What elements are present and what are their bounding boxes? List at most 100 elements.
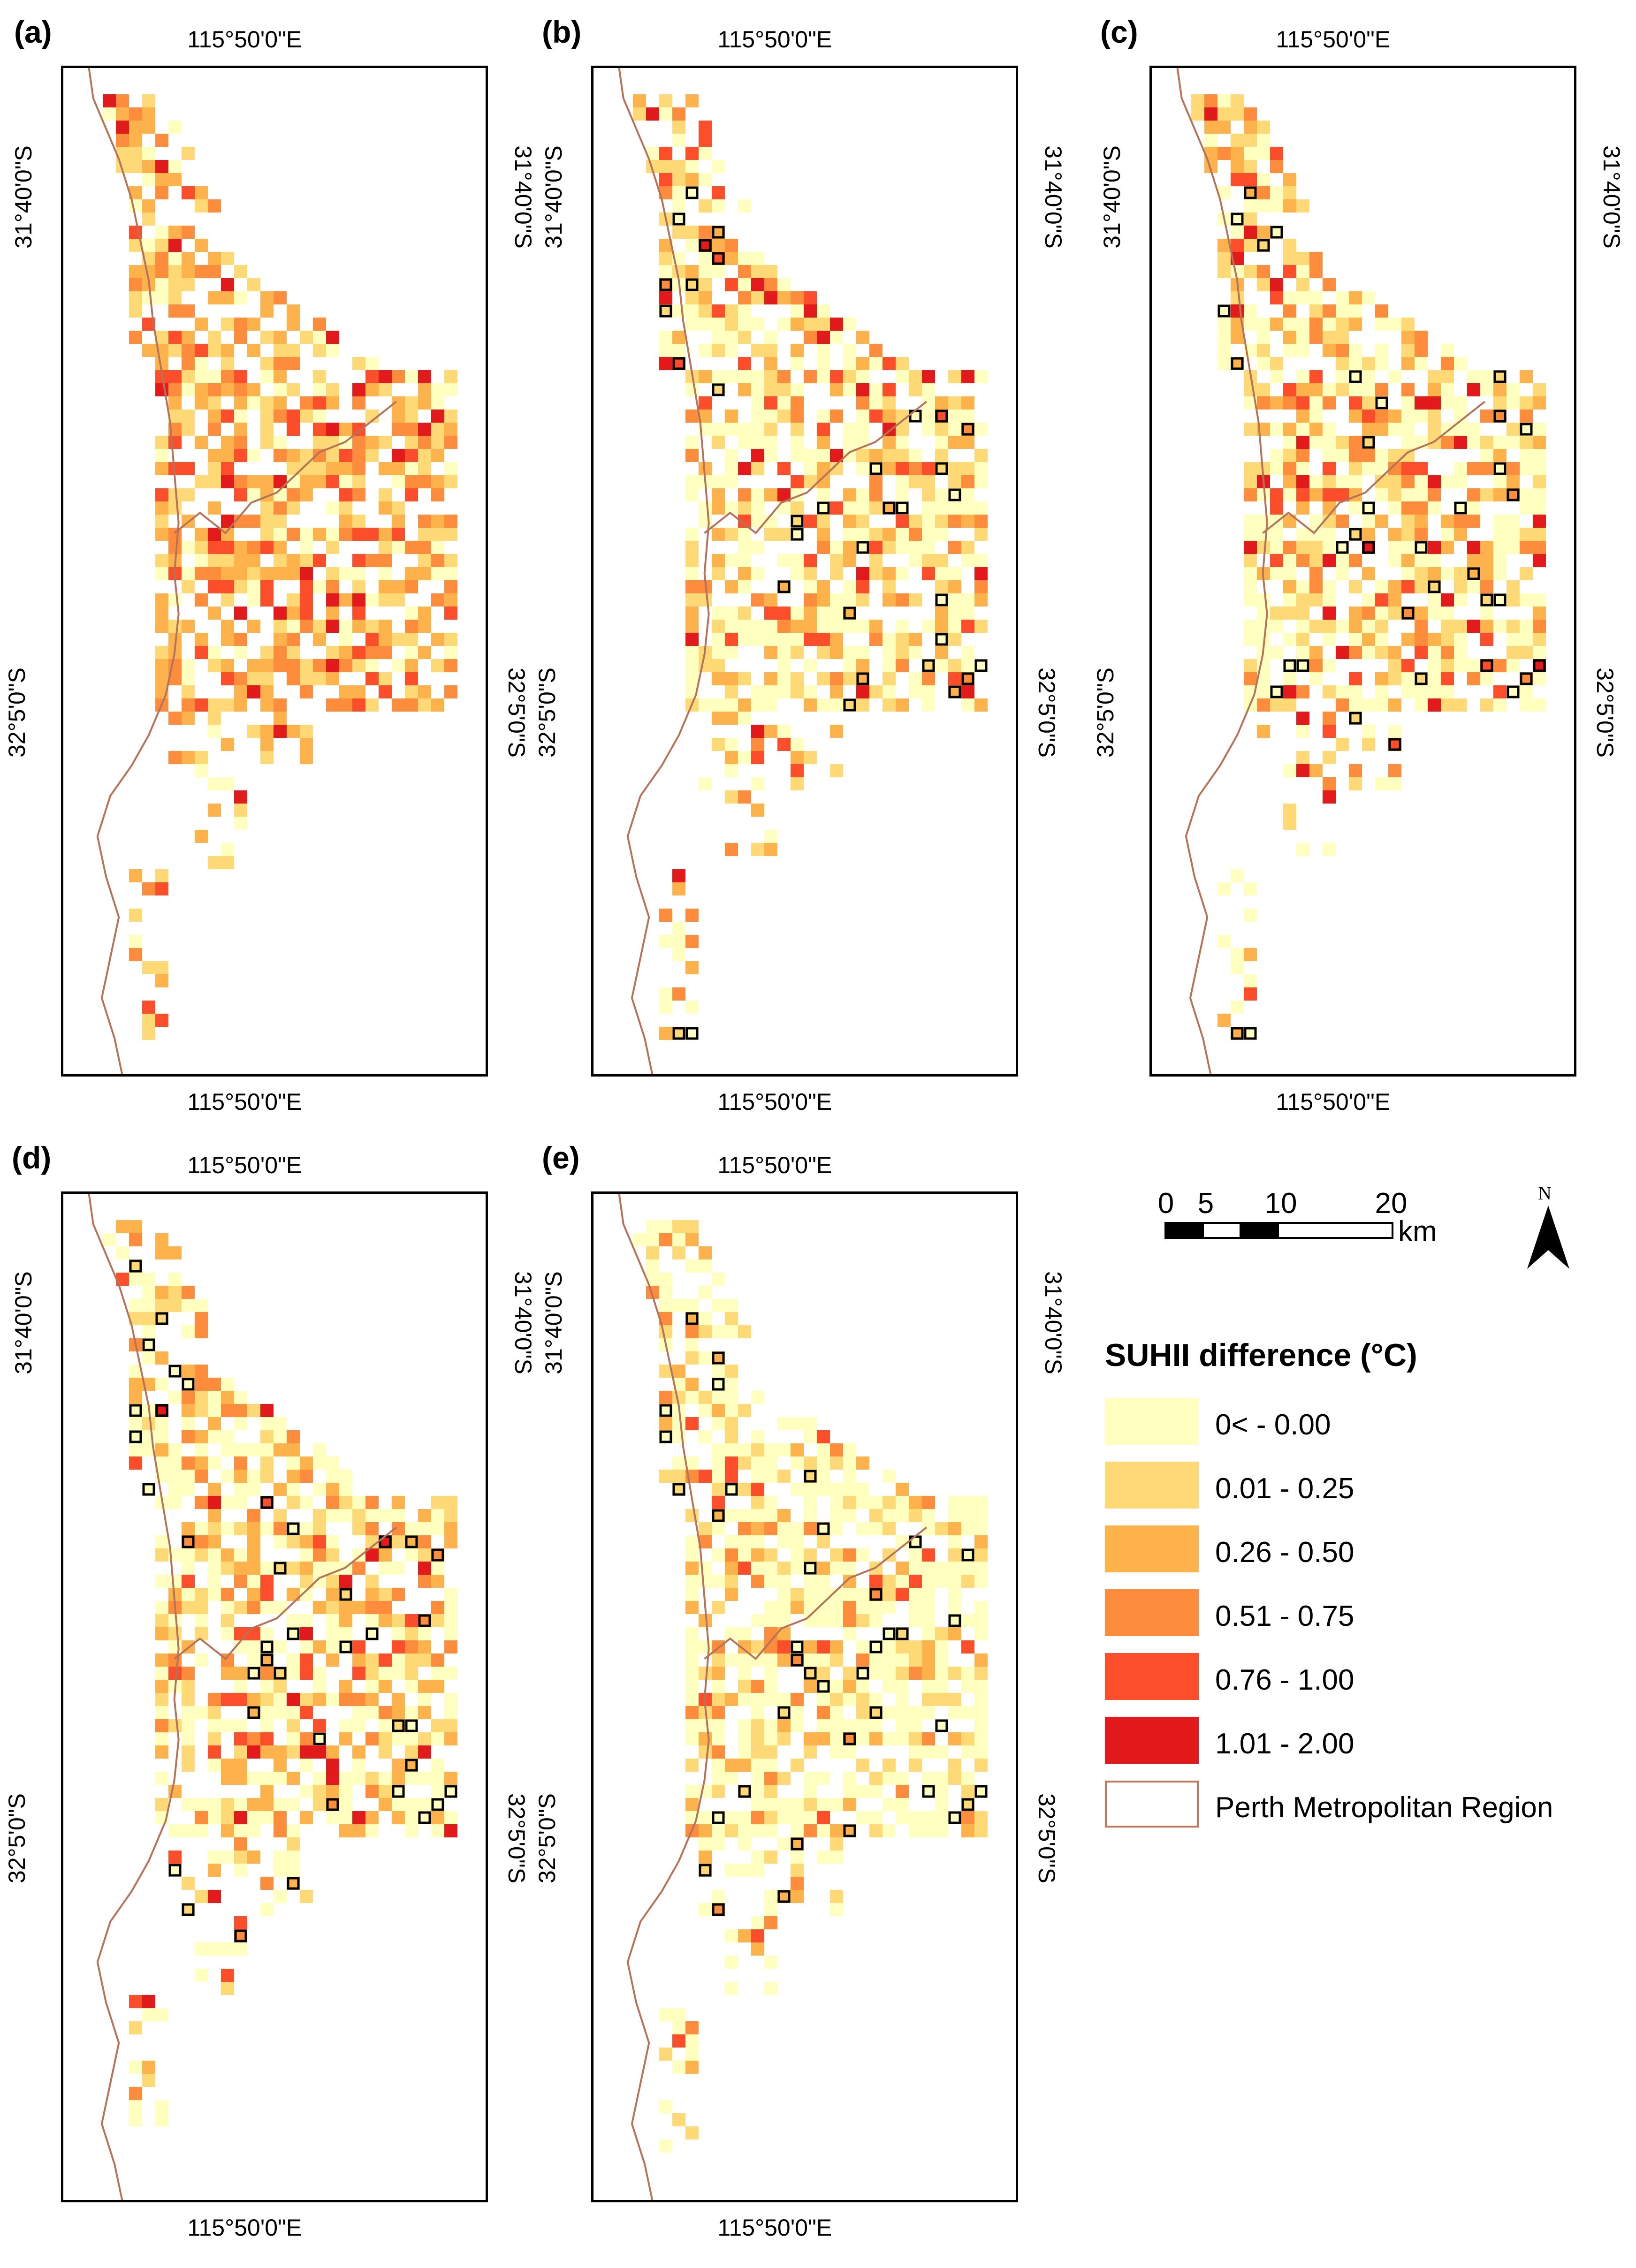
suhii-cell: [922, 698, 935, 712]
suhii-cell: [1283, 580, 1296, 593]
suhii-cell: [764, 593, 777, 607]
suhii-cell: [1349, 304, 1362, 318]
suhii-cell: [365, 1575, 379, 1588]
suhii-cell: [896, 541, 909, 554]
suhii-cell: [234, 1548, 247, 1562]
suhii-cell: [352, 685, 365, 698]
suhii-cell: [155, 961, 168, 974]
suhii-cell: [1493, 620, 1507, 633]
suhii-cell: [777, 396, 791, 410]
suhii-cell: [738, 633, 751, 646]
suhii-cell: [751, 698, 764, 712]
panel-label: (a): [14, 15, 52, 49]
suhii-cell: [922, 1575, 935, 1588]
suhii-cell: [444, 1509, 457, 1522]
suhii-cell: [1428, 501, 1441, 515]
suhii-cell: [974, 1719, 988, 1732]
suhii-cell: [444, 423, 457, 436]
suhii-cell: [142, 1286, 155, 1299]
suhii-cell: [751, 278, 764, 291]
suhii-cell: [883, 1575, 896, 1588]
suhii-cell: [168, 1470, 182, 1483]
suhii-cell: [418, 462, 431, 475]
suhii-cell: [948, 515, 961, 528]
highlight-cell: [1493, 462, 1507, 475]
suhii-cell: [659, 331, 672, 344]
suhii-cell: [379, 685, 392, 698]
suhii-cell: [672, 226, 685, 239]
suhii-cell: [764, 1627, 777, 1640]
scale-bar: 0 5 10 20 km: [1158, 1187, 1469, 1257]
suhii-cell: [1349, 436, 1362, 449]
suhii-cell: [869, 1496, 883, 1509]
suhii-cell: [260, 291, 274, 304]
suhii-cell: [208, 396, 221, 410]
suhii-cell: [234, 541, 247, 554]
suhii-cell: [208, 1942, 221, 1956]
suhii-cell: [168, 1627, 182, 1640]
suhii-cell: [764, 1811, 777, 1824]
suhii-cell: [685, 554, 699, 567]
suhii-cell: [974, 1706, 988, 1719]
legend-swatch: [1105, 1462, 1199, 1509]
legend-label: 0.01 - 0.25: [1215, 1472, 1354, 1505]
suhii-cell: [234, 1693, 247, 1706]
suhii-cell: [444, 1719, 457, 1732]
suhii-cell: [1231, 94, 1244, 107]
suhii-cell: [182, 1667, 195, 1680]
longitude-label-top: 115°50'0"E: [187, 1152, 302, 1178]
suhii-cell: [1296, 449, 1309, 462]
suhii-cell: [1428, 541, 1441, 554]
suhii-cell: [405, 672, 418, 685]
suhii-cell: [764, 396, 777, 410]
suhii-cell: [843, 1798, 856, 1811]
suhii-cell: [260, 396, 274, 410]
suhii-cell: [1480, 633, 1493, 646]
suhii-cell: [247, 620, 260, 633]
suhii-cell: [208, 1456, 221, 1470]
suhii-cell: [260, 1430, 274, 1443]
suhii-cell: [1296, 633, 1309, 646]
suhii-cell: [431, 410, 444, 423]
suhii-cell: [274, 1798, 287, 1811]
suhii-cell: [725, 790, 738, 804]
suhii-cell: [843, 646, 856, 659]
suhii-cell: [300, 541, 313, 554]
legend-label: Perth Metropolitan Region: [1215, 1791, 1553, 1824]
suhii-cell: [142, 2008, 155, 2021]
suhii-cell: [274, 410, 287, 423]
suhii-cell: [751, 318, 764, 331]
suhii-cell: [1283, 685, 1296, 698]
suhii-cell: [1375, 580, 1388, 593]
suhii-cell: [1323, 725, 1336, 738]
suhii-cell: [1441, 383, 1454, 396]
suhii-cell: [1257, 593, 1270, 607]
suhii-cell: [129, 278, 142, 291]
suhii-cell: [339, 449, 352, 462]
suhii-cell: [699, 1286, 712, 1299]
suhii-cell: [260, 1772, 274, 1785]
suhii-cell: [1270, 620, 1283, 633]
suhii-cell: [948, 475, 961, 488]
highlight-cell: [777, 1706, 791, 1719]
suhii-cell: [431, 593, 444, 607]
suhii-cell: [1388, 475, 1401, 488]
suhii-cell: [274, 712, 287, 725]
suhii-cell: [974, 1693, 988, 1706]
suhii-cell: [247, 685, 260, 698]
suhii-cell: [142, 882, 155, 895]
suhii-cell: [287, 725, 300, 738]
suhii-cell: [843, 501, 856, 515]
map-frame: [591, 1191, 1018, 2202]
highlight-cell: [1244, 186, 1257, 199]
suhii-cell: [830, 1706, 843, 1719]
suhii-cell: [856, 449, 869, 462]
suhii-cell: [909, 1654, 922, 1667]
suhii-cell: [234, 1575, 247, 1588]
suhii-cell: [712, 1680, 725, 1693]
suhii-cell: [1283, 672, 1296, 685]
suhii-cell: [274, 291, 287, 304]
suhii-cell: [738, 1627, 751, 1640]
suhii-cell: [392, 659, 405, 672]
suhii-cell: [935, 554, 948, 567]
